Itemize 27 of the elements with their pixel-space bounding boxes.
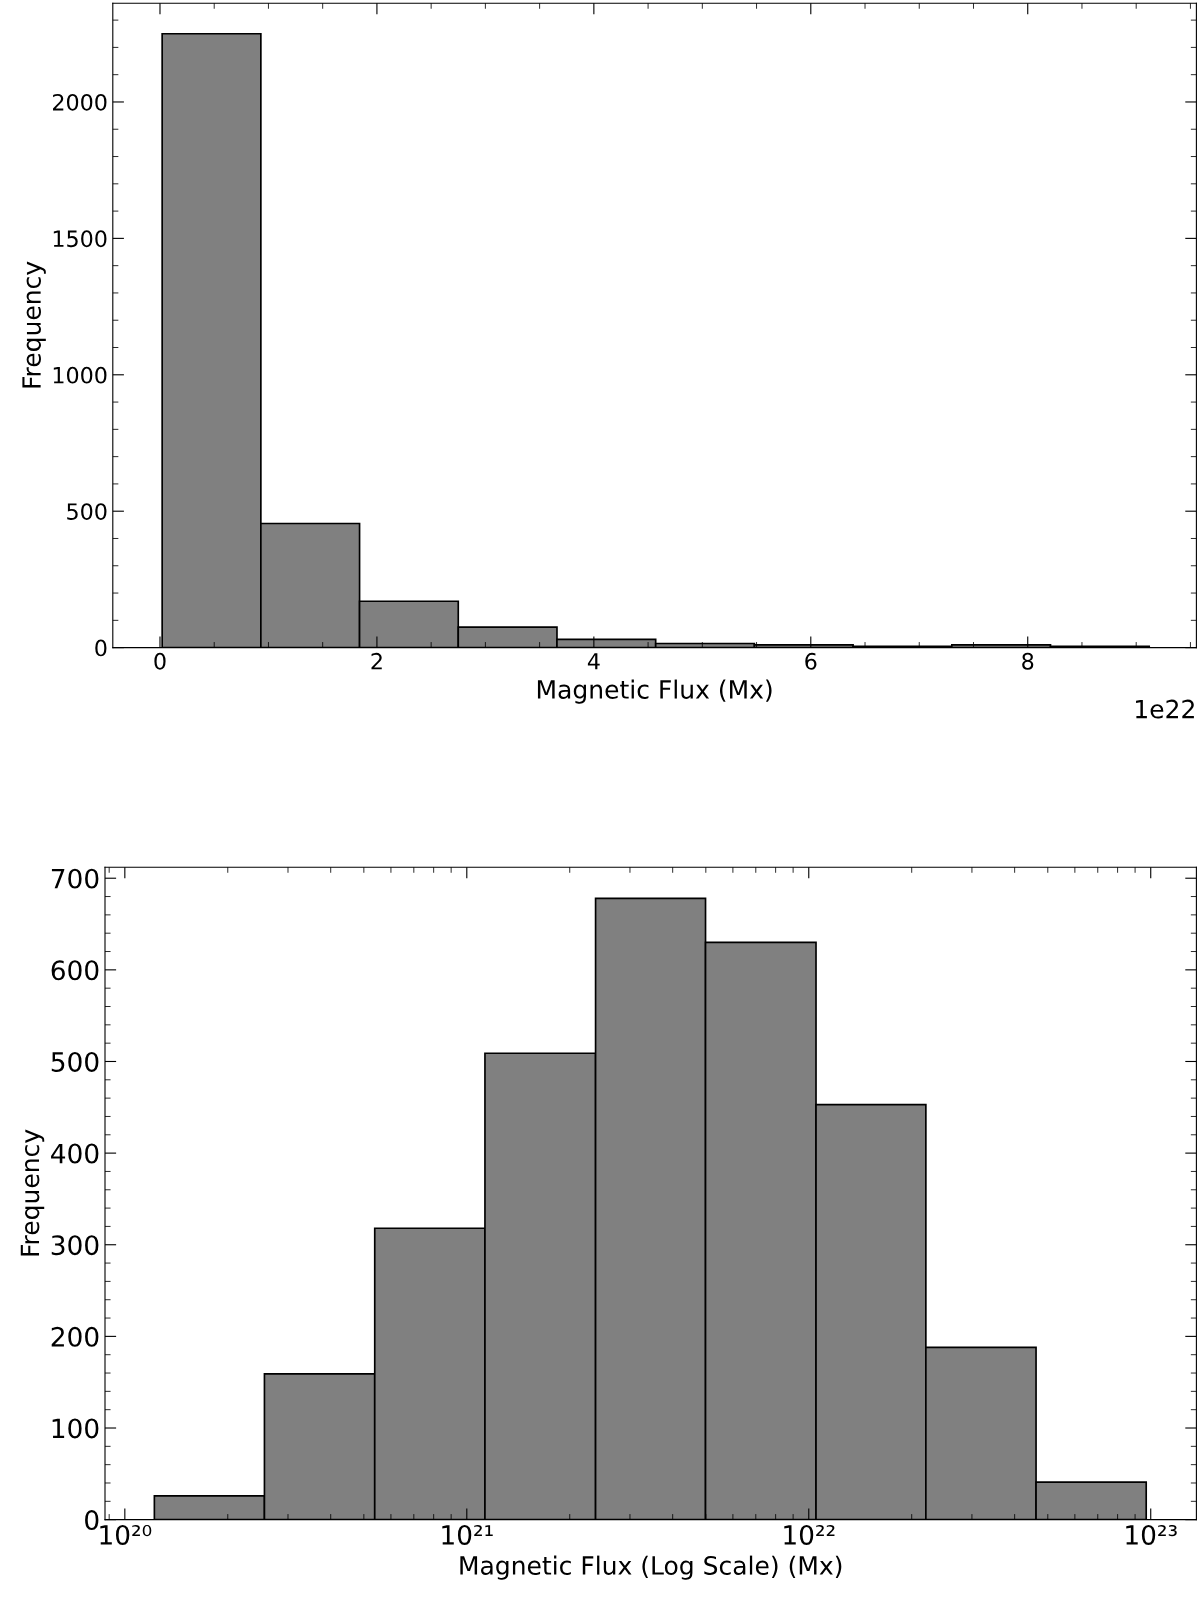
x-tick-label: 6 — [805, 652, 817, 670]
x-tick-label: 8 — [1022, 652, 1034, 670]
x-tick-label: 0 — [154, 652, 166, 670]
y-tick-label: 600 — [51, 960, 99, 981]
y-tick-label: 0 — [85, 1510, 99, 1531]
y-axis-title: Frequency — [22, 261, 46, 388]
x-tick-label: 10²³ — [1126, 1524, 1177, 1545]
y-axis-title: Frequency — [20, 1129, 45, 1256]
y-tick-label: 400 — [51, 1143, 99, 1164]
y-tick-label: 300 — [51, 1235, 99, 1256]
x-tick-label: 4 — [587, 653, 600, 670]
y-tick-label: 2000 — [53, 93, 107, 111]
x-axis-title: Magnetic Flux (Mx) — [537, 679, 772, 704]
x-tick-label: 10²⁰ — [100, 1524, 152, 1545]
y-tick-label: 100 — [52, 1418, 99, 1439]
y-tick-label: 1500 — [53, 230, 107, 248]
y-tick-label: 500 — [67, 503, 107, 520]
y-tick-label: 1000 — [53, 366, 107, 384]
x-tick-label: 10²² — [784, 1524, 835, 1545]
text: 1e22 — [1136, 699, 1194, 719]
y-tick-label: 0 — [95, 639, 107, 657]
x-axis-title: Magnetic Flux (Log Scale) (Mx) — [460, 1555, 842, 1580]
y-tick-label: 200 — [51, 1326, 99, 1347]
x-tick-label: 10²¹ — [442, 1524, 493, 1545]
y-tick-label: 500 — [51, 1051, 99, 1072]
y-tick-label: 700 — [51, 868, 99, 889]
x-tick-label: 2 — [371, 652, 382, 670]
